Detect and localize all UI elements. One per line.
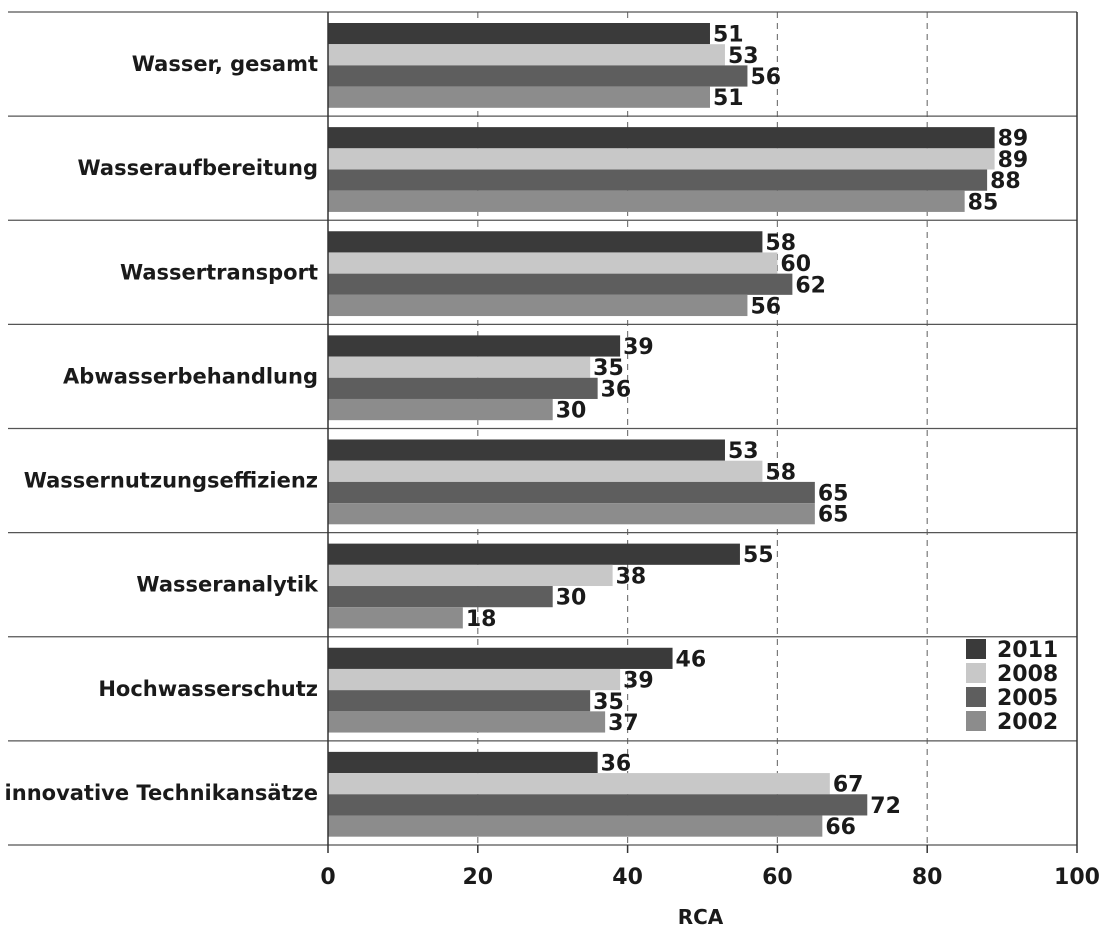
bar-2002-5 xyxy=(328,503,815,525)
value-label-2011-3: 58 xyxy=(765,231,796,256)
category-label: innovative Technikansätze xyxy=(5,781,318,805)
value-label-2011-4: 39 xyxy=(623,335,654,360)
bar-2008-4 xyxy=(328,356,591,378)
legend-swatch-2005 xyxy=(966,687,986,707)
bar-2008-8 xyxy=(328,773,830,795)
bar-2002-3 xyxy=(328,294,748,317)
value-label-2008-7: 39 xyxy=(623,669,654,694)
value-label-2008-5: 58 xyxy=(765,460,796,485)
bar-2011-2 xyxy=(328,127,995,149)
value-label-2011-7: 46 xyxy=(676,647,707,672)
bar-2005-1 xyxy=(328,65,748,87)
x-tick-labels: 0 20 40 60 80 100 xyxy=(320,845,1099,890)
bar-2005-4 xyxy=(328,377,598,399)
bar-2005-3 xyxy=(328,273,793,295)
value-label-2008-2: 89 xyxy=(998,148,1029,173)
category-label: Wassertransport xyxy=(120,260,318,284)
bar-2002-2 xyxy=(328,190,965,212)
value-label-2002-1: 51 xyxy=(713,86,744,111)
value-label-2002-4: 30 xyxy=(556,399,587,424)
value-label-2011-2: 89 xyxy=(998,127,1029,152)
bar-2011-1 xyxy=(328,23,710,45)
value-label-2008-8: 67 xyxy=(833,773,864,798)
value-label-2011-5: 53 xyxy=(728,439,759,464)
value-label-2008-4: 35 xyxy=(593,356,624,381)
bar-2005-2 xyxy=(328,169,988,191)
category-label: Abwasserbehandlung xyxy=(63,364,318,388)
bar-2002-8 xyxy=(328,815,823,837)
bar-2011-8 xyxy=(328,751,598,774)
bar-2005-5 xyxy=(328,481,815,504)
category-label: Hochwasserschutz xyxy=(98,677,318,701)
legend-swatch-2002 xyxy=(966,711,986,731)
value-label-2005-3: 62 xyxy=(795,273,826,298)
bar-2011-3 xyxy=(328,231,763,253)
value-label-2011-1: 51 xyxy=(713,23,744,48)
value-label-2005-5: 65 xyxy=(818,482,849,507)
value-label-2005-8: 72 xyxy=(870,794,901,819)
value-label-2002-6: 18 xyxy=(466,607,497,632)
value-label-2008-6: 38 xyxy=(616,564,647,589)
value-label-2002-3: 56 xyxy=(750,294,781,319)
x-tick-label-100: 100 xyxy=(1054,865,1099,890)
value-label-2002-2: 85 xyxy=(968,190,999,215)
x-tick-label-40: 40 xyxy=(612,865,643,890)
bar-2011-5 xyxy=(328,439,725,461)
value-label-2005-6: 30 xyxy=(556,586,587,611)
category-label: Wassernutzungseffizienz xyxy=(24,469,318,493)
bar-2008-1 xyxy=(328,44,725,66)
bar-2008-2 xyxy=(328,148,995,170)
legend-label-2002: 2002 xyxy=(997,710,1058,735)
legend-swatch-2008 xyxy=(966,663,986,683)
category-label: Wasser, gesamt xyxy=(132,52,318,76)
value-labels: 5153565189898885586062563935363053586565… xyxy=(466,23,1028,840)
bar-2002-4 xyxy=(328,398,553,421)
bar-2011-6 xyxy=(328,543,740,565)
bars xyxy=(328,23,995,837)
value-label-2002-7: 37 xyxy=(608,711,639,736)
x-tick-label-20: 20 xyxy=(462,865,493,890)
x-tick-label-0: 0 xyxy=(320,865,335,890)
bar-2002-1 xyxy=(328,86,710,108)
bar-2005-7 xyxy=(328,690,591,712)
value-label-2002-8: 66 xyxy=(825,815,856,840)
legend-label-2005: 2005 xyxy=(997,686,1058,711)
legend-label-2008: 2008 xyxy=(997,662,1058,687)
x-axis-title: RCA xyxy=(678,905,724,929)
x-tick-label-60: 60 xyxy=(762,865,793,890)
bar-2011-4 xyxy=(328,335,621,357)
category-label: Wasseranalytik xyxy=(136,573,319,597)
value-label-2008-3: 60 xyxy=(780,252,811,277)
bar-2008-3 xyxy=(328,252,778,274)
category-separators xyxy=(8,11,1077,846)
category-labels: Wasser, gesamt Wasseraufbereitung Wassertr… xyxy=(5,52,319,805)
value-label-2002-5: 65 xyxy=(818,503,849,528)
bar-2002-7 xyxy=(328,711,606,733)
bar-2008-5 xyxy=(328,460,763,482)
bar-2008-7 xyxy=(328,668,621,691)
bar-2008-6 xyxy=(328,564,613,587)
bar-2005-8 xyxy=(328,794,868,816)
bar-2002-6 xyxy=(328,607,463,629)
bar-2005-6 xyxy=(328,586,553,608)
value-label-2005-7: 35 xyxy=(593,690,624,715)
value-label-2005-1: 56 xyxy=(750,65,781,90)
value-label-2005-2: 88 xyxy=(990,169,1021,194)
x-tick-label-80: 80 xyxy=(912,865,943,890)
legend-label-2011: 2011 xyxy=(997,638,1058,663)
value-label-2005-4: 36 xyxy=(601,377,632,402)
legend-swatch-2011 xyxy=(966,639,986,659)
value-label-2008-1: 53 xyxy=(728,44,759,69)
value-label-2011-8: 36 xyxy=(601,751,632,776)
axes xyxy=(327,12,1078,845)
value-label-2011-6: 55 xyxy=(743,543,774,568)
bar-2011-7 xyxy=(328,647,673,669)
category-label: Wasseraufbereitung xyxy=(78,156,319,180)
